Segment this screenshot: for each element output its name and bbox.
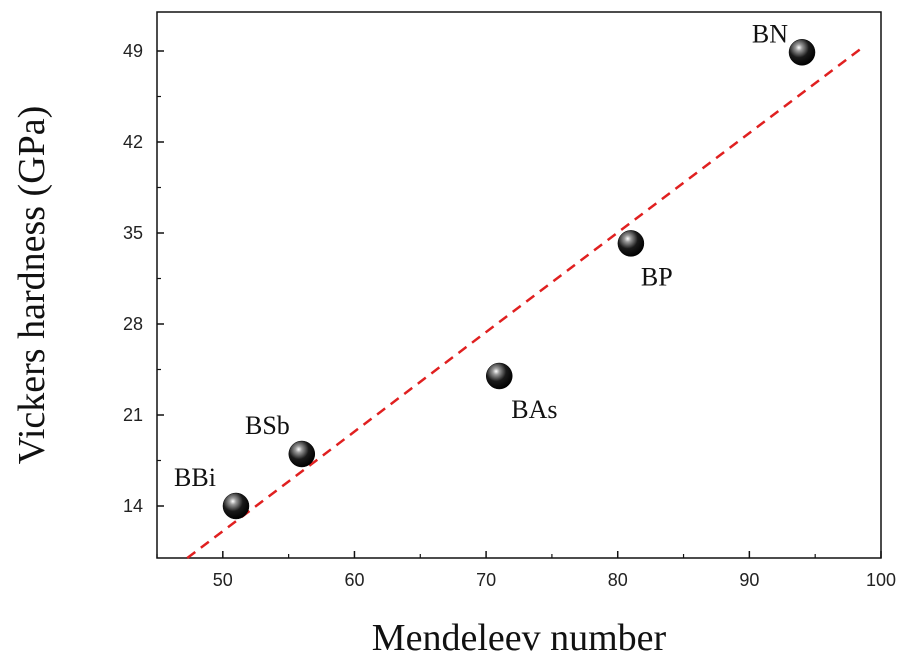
x-tick-label: 70 (476, 570, 496, 590)
plot-frame (156, 11, 882, 559)
data-point-bbi (222, 492, 250, 520)
y-tick-label: 42 (123, 132, 143, 152)
point-label-bas: BAs (511, 395, 557, 424)
y-tick-label: 14 (123, 496, 143, 516)
point-label-bn: BN (752, 19, 788, 48)
data-point-bn (788, 39, 816, 66)
x-tick-label: 90 (739, 570, 759, 590)
y-tick-label: 28 (123, 314, 143, 334)
data-point-bsb (288, 440, 316, 468)
y-tick-label: 21 (123, 405, 143, 425)
x-tick-label: 100 (866, 570, 896, 590)
y-axis-ticks: 14 21 28 35 42 49 (123, 41, 164, 516)
x-tick-label: 50 (213, 570, 233, 590)
fit-line (186, 47, 863, 559)
data-point-bp (617, 230, 645, 257)
data-points (222, 39, 816, 520)
y-tick-label: 35 (123, 223, 143, 243)
x-tick-label: 80 (608, 570, 628, 590)
point-label-bsb: BSb (245, 411, 290, 440)
point-label-bbi: BBi (174, 463, 216, 492)
data-point-bas (486, 362, 513, 390)
y-tick-label: 49 (123, 41, 143, 61)
fit-line-layer (186, 47, 863, 559)
x-tick-label: 60 (344, 570, 364, 590)
x-axis-ticks: 50 60 70 80 90 100 (156, 551, 896, 590)
x-axis-title: Mendeleev number (372, 617, 667, 659)
point-label-bp: BP (641, 262, 673, 291)
point-labels: BBi BSb BAs BP BN (174, 19, 788, 492)
y-axis-title: Vickers hardness (GPa) (11, 106, 53, 465)
